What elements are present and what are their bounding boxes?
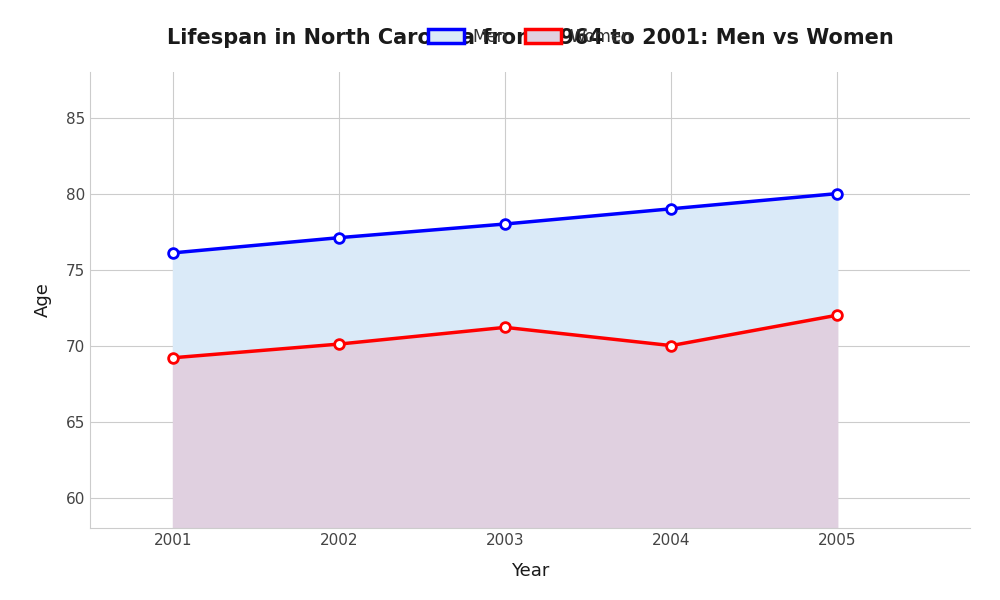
Y-axis label: Age: Age [34, 283, 52, 317]
Title: Lifespan in North Carolina from 1964 to 2001: Men vs Women: Lifespan in North Carolina from 1964 to … [167, 28, 893, 48]
Legend: Men, Women: Men, Women [421, 21, 639, 52]
X-axis label: Year: Year [511, 562, 549, 580]
